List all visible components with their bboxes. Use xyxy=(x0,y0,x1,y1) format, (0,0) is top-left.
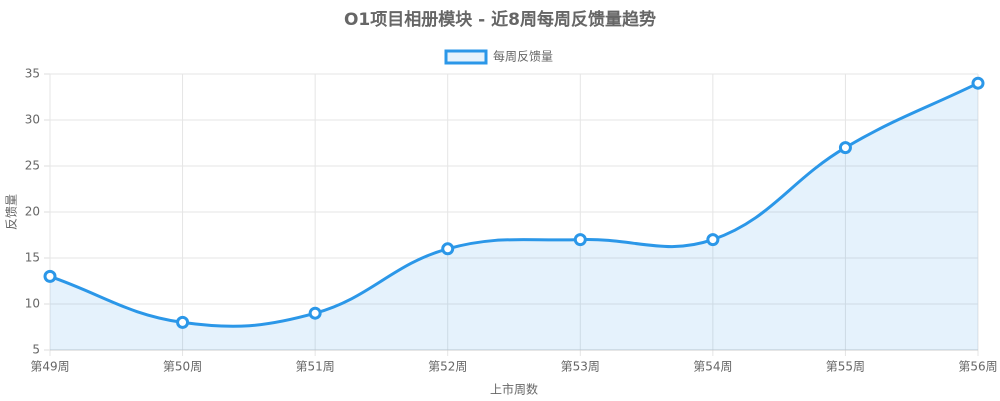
y-tick-label: 10 xyxy=(25,297,40,311)
y-tick-label: 20 xyxy=(25,205,40,219)
x-tick-label: 第52周 xyxy=(428,360,467,374)
chart-title: O1项目相册模块 - 近8周每周反馈量趋势 xyxy=(344,9,656,30)
point xyxy=(308,306,322,320)
y-tick-label: 35 xyxy=(25,67,40,81)
point xyxy=(441,242,455,256)
legend-label: 每周反馈量 xyxy=(493,49,553,64)
area xyxy=(50,83,978,350)
point xyxy=(838,141,852,155)
point xyxy=(706,233,720,247)
legend-swatch xyxy=(444,49,488,65)
x-tick-label: 第54周 xyxy=(693,360,732,374)
y-tick-label: 30 xyxy=(25,113,40,127)
y-tick-label: 5 xyxy=(32,343,40,357)
y-tick-label: 25 xyxy=(25,159,40,173)
point xyxy=(971,76,985,90)
x-tick-label: 第56周 xyxy=(958,360,997,374)
point xyxy=(176,315,190,329)
x-tick-label: 第53周 xyxy=(561,360,600,374)
x-axis-label: 上市周数 xyxy=(490,382,538,397)
y-axis-label: 反馈量 xyxy=(5,194,19,230)
point xyxy=(43,269,57,283)
y-tick-label: 15 xyxy=(25,251,40,265)
point xyxy=(573,233,587,247)
x-tick-label: 第55周 xyxy=(826,360,865,374)
x-tick-label: 第50周 xyxy=(163,360,202,374)
x-tick-label: 第49周 xyxy=(30,360,69,374)
line xyxy=(49,81,979,328)
x-tick-label: 第51周 xyxy=(296,360,335,374)
